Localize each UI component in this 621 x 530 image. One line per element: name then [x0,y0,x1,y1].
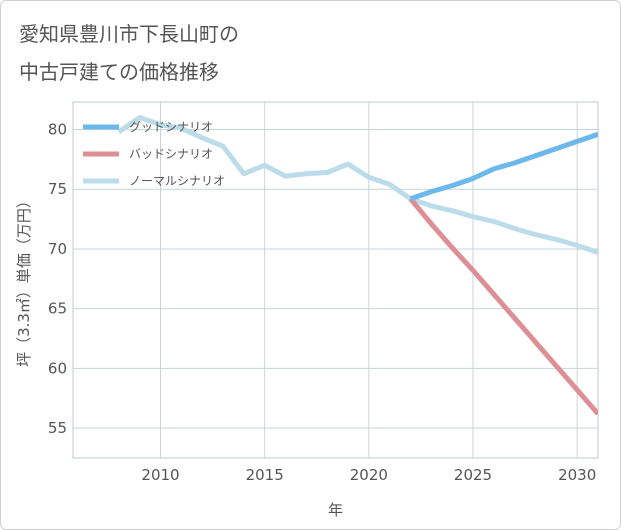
series-line-1 [408,197,598,416]
series-line-2 [117,115,598,255]
axes: 2010 2015 2020 2025 2030 55 60 65 70 75 80 年 坪（3.3㎡）… [15,120,596,519]
x-tick-label-2015: 2015 [246,466,284,484]
x-tick-label-2010: 2010 [141,466,179,484]
x-tick-label-2030: 2030 [558,466,596,484]
grid [72,101,599,459]
y-tick-label-60: 60 [48,359,67,377]
legend-label-2: ノーマルシナリオ [129,174,225,188]
x-tick-label-2025: 2025 [454,466,492,484]
chart-title-line-2: 中古戸建ての価格推移 [19,60,219,84]
legend-label-1: バッドシナリオ [129,147,213,161]
y-tick-label-80: 80 [48,120,67,138]
y-tick-label-70: 70 [48,240,67,258]
y-tick-label-75: 75 [48,180,67,198]
y-axis-title: 坪（3.3㎡）単価（万円） [15,193,33,367]
y-tick-label-55: 55 [48,419,67,437]
series-lines [117,115,598,416]
series-line-0 [409,131,598,202]
y-tick-label-65: 65 [48,300,67,318]
plot-frame [72,101,599,459]
x-axis-title: 年 [328,501,343,519]
chart-title-line-1: 愛知県豊川市下長山町の [19,22,239,46]
x-tick-label-2020: 2020 [350,466,388,484]
legend-label-0: グッドシナリオ [129,120,213,134]
